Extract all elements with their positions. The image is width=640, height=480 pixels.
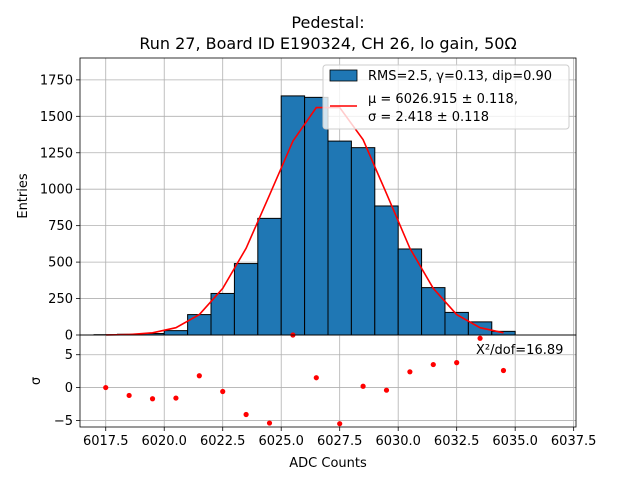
legend-frame [322,64,570,130]
x-tick-label: 6027.5 [317,434,363,449]
histogram-bar [210,292,235,336]
residual-grid [80,335,576,427]
histogram-bar [374,205,399,336]
histogram-bar [491,330,516,336]
histogram-y-tick-label: 1500 [40,110,73,125]
x-tick-label: 6022.5 [200,434,246,449]
histogram-y-tick-label: 0 [65,329,73,344]
x-tick-label: 6030.0 [375,434,421,449]
residual-axes-frame [79,334,577,428]
residual-y-tick-label: −5 [54,414,73,429]
histogram-bar [327,140,352,336]
chi2-annotation: X²/dof=16.89 [476,343,563,358]
residual-point [313,375,319,381]
residual-point [500,367,507,374]
legend-histogram-label: RMS=2.5, γ=0.13, dip=0.90 [368,69,552,84]
residual-panel: −5 0 5 6017.5 6020.0 6022.5 6025.0 6027.5 6030.0… [29,332,596,471]
histogram-bar [233,263,259,336]
residual-point [407,369,413,375]
residual-point [266,420,273,426]
residual-point [337,421,343,427]
histogram-y-tick-label: 1250 [40,146,73,161]
residual-point [196,373,202,379]
chart-title-line-2: Run 27, Board ID E190324, CH 26, lo gain… [139,34,516,53]
residual-point [103,384,109,391]
histogram-y-tick-label: 1000 [40,183,73,198]
residual-point [220,388,226,395]
x-axis-label: ADC Counts [289,456,367,471]
gaussian-fit-line [105,106,504,336]
x-tick-label: 6032.5 [434,434,480,449]
histogram-y-axis-label: Entries [16,173,31,219]
histogram-bar [304,96,329,336]
residual-y-tick-label: 5 [65,348,73,363]
residual-point [383,387,390,393]
residual-y-tick-label: 0 [65,381,73,396]
histogram-bar [280,95,306,336]
histogram-y-tick-label: 250 [48,292,73,307]
histogram-y-tick-label: 750 [48,219,73,234]
histogram-y-tick-label: 1750 [40,73,73,88]
x-tick-label: 6037.5 [551,434,597,449]
histogram-bar [257,217,282,336]
residual-point [243,411,249,418]
residual-point [360,383,366,389]
x-tick-label: 6017.5 [83,434,129,449]
x-tick-label: 6020.0 [141,434,187,449]
histogram-bar [163,330,189,336]
legend-histogram-swatch [329,69,358,82]
histogram-bar [421,287,446,336]
legend: RMS=2.5, γ=0.13, dip=0.90 μ = 6026.915 ±… [322,64,570,130]
residual-point [126,392,132,399]
residual-points [103,332,507,427]
residual-point [430,361,436,368]
histogram-y-ticks: 0 250 500 750 1000 1250 1500 1750 [40,73,80,344]
chart-title-line-1: Pedestal: [291,13,364,32]
residual-y-axis-label: σ [29,377,44,385]
residual-point [454,360,460,366]
x-tick-label: 6025.0 [258,434,304,449]
legend-fit-mu-label: μ = 6026.915 ± 0.118, [368,92,518,107]
residual-point [173,395,179,401]
x-tick-label: 6035.0 [492,434,538,449]
histogram-bar [350,147,376,336]
histogram-bar [444,311,469,336]
histogram-y-tick-label: 500 [48,256,73,271]
histogram-bar [187,314,212,336]
legend-fit-sigma-label: σ = 2.418 ± 0.118 [368,110,489,125]
residual-point [477,335,483,341]
residual-ticks: −5 0 5 6017.5 6020.0 6022.5 6025.0 6027.5 6030.0… [54,348,597,449]
residual-point [149,396,156,402]
